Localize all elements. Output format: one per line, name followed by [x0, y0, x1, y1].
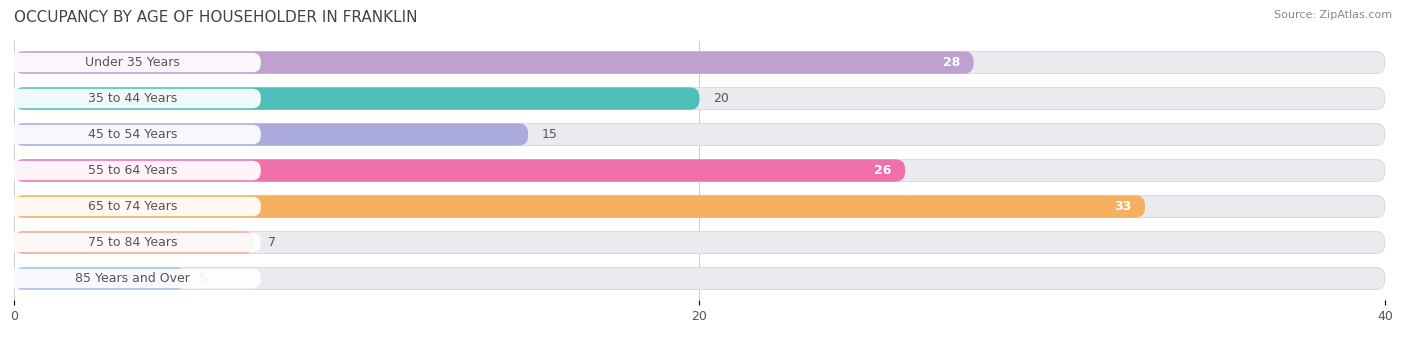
- FancyBboxPatch shape: [4, 233, 262, 252]
- Text: 35 to 44 Years: 35 to 44 Years: [87, 92, 177, 105]
- Text: 85 Years and Over: 85 Years and Over: [75, 272, 190, 285]
- Text: 7: 7: [267, 236, 276, 249]
- Text: 20: 20: [713, 92, 730, 105]
- Text: OCCUPANCY BY AGE OF HOUSEHOLDER IN FRANKLIN: OCCUPANCY BY AGE OF HOUSEHOLDER IN FRANK…: [14, 10, 418, 25]
- FancyBboxPatch shape: [14, 231, 254, 254]
- Text: 65 to 74 Years: 65 to 74 Years: [87, 200, 177, 213]
- Text: 55 to 64 Years: 55 to 64 Years: [87, 164, 177, 177]
- FancyBboxPatch shape: [14, 267, 186, 290]
- Text: Source: ZipAtlas.com: Source: ZipAtlas.com: [1274, 10, 1392, 20]
- Text: 28: 28: [942, 56, 960, 69]
- FancyBboxPatch shape: [14, 51, 973, 74]
- FancyBboxPatch shape: [4, 53, 262, 72]
- Text: 26: 26: [875, 164, 891, 177]
- FancyBboxPatch shape: [4, 197, 262, 216]
- FancyBboxPatch shape: [14, 195, 1144, 218]
- Text: 75 to 84 Years: 75 to 84 Years: [87, 236, 177, 249]
- FancyBboxPatch shape: [14, 267, 1385, 290]
- FancyBboxPatch shape: [14, 195, 1385, 218]
- FancyBboxPatch shape: [14, 159, 905, 182]
- FancyBboxPatch shape: [14, 51, 1385, 74]
- Text: 15: 15: [541, 128, 558, 141]
- Text: 5: 5: [200, 272, 207, 285]
- Text: Under 35 Years: Under 35 Years: [84, 56, 180, 69]
- FancyBboxPatch shape: [14, 123, 529, 146]
- Text: 33: 33: [1114, 200, 1132, 213]
- FancyBboxPatch shape: [14, 87, 1385, 110]
- FancyBboxPatch shape: [14, 231, 1385, 254]
- FancyBboxPatch shape: [14, 159, 1385, 182]
- FancyBboxPatch shape: [4, 161, 262, 180]
- FancyBboxPatch shape: [4, 89, 262, 108]
- FancyBboxPatch shape: [4, 269, 262, 288]
- FancyBboxPatch shape: [14, 87, 700, 110]
- FancyBboxPatch shape: [4, 125, 262, 144]
- Text: 45 to 54 Years: 45 to 54 Years: [87, 128, 177, 141]
- FancyBboxPatch shape: [14, 123, 1385, 146]
